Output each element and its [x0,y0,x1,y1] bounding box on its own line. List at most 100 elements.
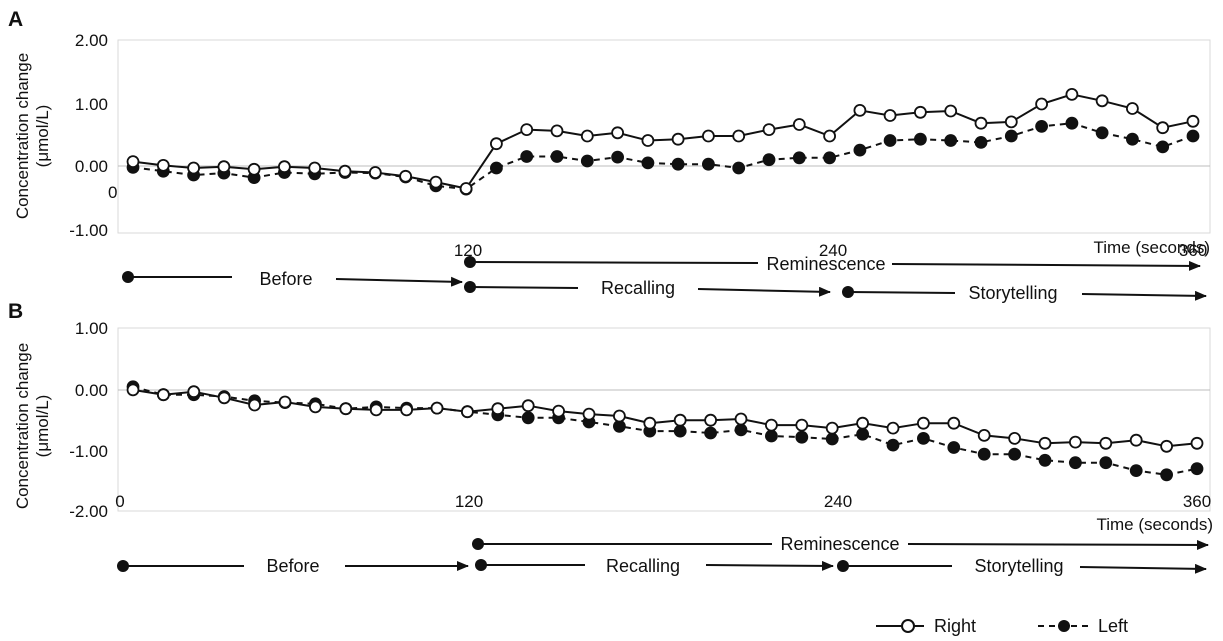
data-point-left-b-35 [1190,462,1204,476]
data-point-right-b-8 [369,403,383,417]
data-point-right-b-12 [491,402,505,416]
data-point-right-b-34 [1160,439,1173,453]
y-axis-label-b-line2: (μmol/L) [33,395,52,458]
phase-storytelling-line-a [847,291,956,294]
data-point-right-a-13 [520,123,534,137]
data-point-right-b-19 [704,413,717,427]
data-point-left-b-31 [1069,456,1082,470]
legend-right-marker [901,619,915,633]
data-point-right-b-21 [765,418,778,432]
data-point-right-b-23 [825,421,839,435]
data-point-right-b-18 [673,413,687,427]
data-point-right-a-3 [217,160,231,174]
data-point-right-a-35 [1186,114,1200,128]
data-point-left-b-18 [673,424,687,438]
data-point-right-a-22 [792,118,806,131]
legend-left-marker [1058,620,1070,632]
data-point-right-b-11 [460,405,474,419]
data-point-left-b-19 [704,426,717,440]
data-point-right-a-28 [974,116,988,130]
data-point-right-b-24 [856,416,869,430]
data-point-right-a-14 [550,124,564,138]
y-axis-label-a-line2: (μmol/L) [33,105,52,168]
data-point-left-a-34 [1156,140,1170,154]
data-point-left-a-28 [974,135,988,149]
data-point-right-a-5 [277,160,291,174]
data-point-left-a-18 [671,157,685,171]
data-point-right-b-13 [521,399,535,413]
data-point-right-a-9 [399,169,413,183]
x-tick-label-a-0: 0 [108,183,117,202]
data-point-left-a-12 [489,161,503,175]
data-point-left-b-16 [613,419,626,433]
data-point-right-b-6 [308,400,322,414]
data-point-left-a-23 [823,151,836,165]
data-point-right-b-28 [977,428,991,442]
data-point-right-a-24 [853,104,867,117]
data-point-right-a-1 [156,158,170,172]
data-point-left-a-24 [853,143,867,157]
data-point-right-b-26 [917,416,930,430]
data-point-right-a-0 [126,155,140,169]
data-point-left-a-15 [580,154,594,168]
data-point-right-b-25 [886,421,900,435]
phase-before-label-b: Before [266,556,319,576]
data-point-left-a-33 [1126,132,1139,146]
panel-label-a: A [8,8,23,31]
data-point-left-b-27 [947,441,961,454]
y-tick-label-a-0: 0.00 [75,157,108,176]
data-point-right-b-5 [278,395,292,409]
x-tick-label-a-120: 120 [454,241,482,260]
data-point-right-a-11 [459,182,473,195]
data-point-left-b-23 [825,432,839,446]
plot-frame-a [117,39,1211,234]
data-point-left-a-27 [944,134,958,147]
series-line-left-a [132,122,1194,191]
series-line-right-a [132,93,1194,190]
data-point-right-a-8 [368,166,382,179]
x-tick-label-a-360: 360 [1179,241,1207,260]
data-point-right-b-10 [430,401,444,415]
data-point-left-b-26 [917,431,930,445]
data-point-right-b-14 [552,404,565,418]
data-point-right-b-30 [1038,436,1052,450]
phase-reminiscence-label-b: Reminescence [780,534,899,554]
phase-storytelling-label-b: Storytelling [974,556,1063,576]
y-tick-label-b-neg1: -1.00 [69,442,108,461]
data-point-right-a-6 [308,161,322,175]
data-point-right-b-20 [734,412,748,426]
data-point-right-a-23 [823,129,836,143]
data-point-right-b-17 [643,416,657,430]
data-point-left-b-20 [734,423,748,437]
data-point-right-a-29 [1004,115,1018,129]
panel-label-b: B [8,300,23,323]
phase-annotations-a: Before Reminescence Recalling Storytelli… [122,254,1207,303]
data-point-left-b-24 [856,427,869,441]
data-point-left-b-30 [1038,453,1052,467]
data-point-right-b-16 [613,409,626,423]
data-point-left-b-32 [1099,456,1113,470]
data-point-left-b-33 [1129,464,1143,478]
data-point-right-b-2 [187,385,201,399]
data-point-right-b-31 [1069,435,1082,449]
phase-recalling-arrow-a [697,286,831,297]
phase-recalling-line-a [469,286,579,289]
data-point-right-a-21 [762,123,776,137]
data-point-left-a-20 [732,161,746,175]
data-point-left-a-30 [1035,120,1048,133]
data-point-left-b-29 [1008,447,1021,461]
data-point-right-a-26 [914,105,927,119]
data-point-right-b-4 [248,398,262,412]
y-tick-label-a-neg1: -1.00 [69,221,108,240]
data-point-left-a-25 [883,134,897,147]
y-axis-label-a-line1: Concentration change [13,53,32,219]
data-point-right-a-12 [489,137,503,151]
data-point-right-a-33 [1126,102,1139,115]
data-point-right-a-16 [611,126,624,140]
x-tick-label-b-120: 120 [455,492,483,511]
data-point-right-b-29 [1008,431,1021,445]
phase-recalling-arrow-b [705,560,834,571]
y-tick-label-a-1: 1.00 [75,95,108,114]
panel-a: A 2.00 1.00 0.00 -1.00 Concentration cha… [8,8,1211,303]
data-point-left-b-34 [1160,468,1173,482]
